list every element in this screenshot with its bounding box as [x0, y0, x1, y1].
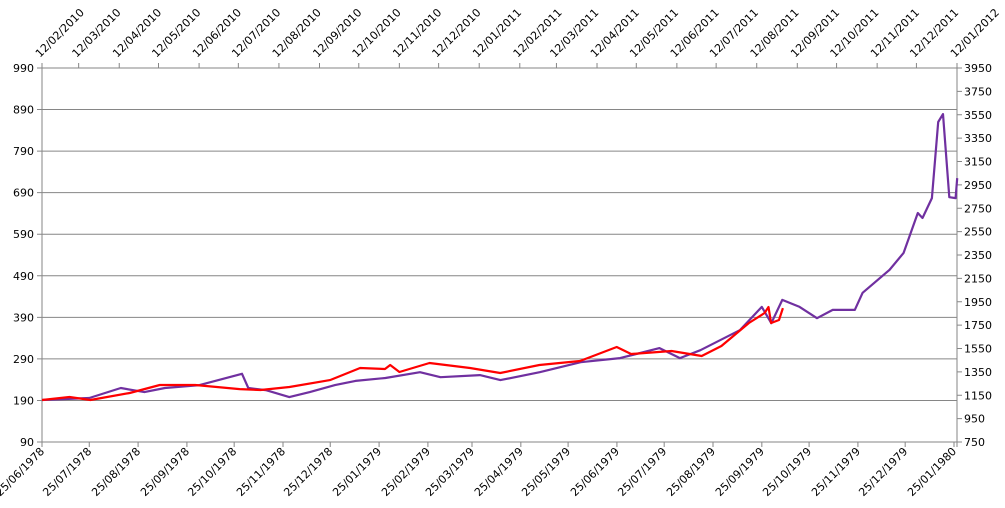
right-axis-tick-label: 950: [964, 413, 985, 426]
gridlines: [37, 67, 957, 443]
left-axis-tick-label: 890: [13, 104, 34, 117]
right-axis-tick-label: 2350: [964, 249, 992, 262]
left-axis-tick-label: 590: [13, 228, 34, 241]
right-axis-tick-label: 1750: [964, 319, 992, 332]
bottom-axis-tick-label: 25/08/1978: [89, 445, 143, 499]
right-axis-tick-label: 3750: [964, 85, 992, 98]
right-axis-tick-label: 3350: [964, 132, 992, 145]
right-axis-tick-label: 1150: [964, 389, 992, 402]
right-axis-tick-label: 3150: [964, 156, 992, 169]
right-axis-tick-label: 2550: [964, 226, 992, 239]
right-axis-tick-label: 1950: [964, 296, 992, 309]
bottom-axis-tick-label: 25/01/1980: [905, 445, 959, 499]
red-series-line: [41, 305, 784, 402]
right-axis-tick-label: 750: [964, 436, 985, 449]
left-axis-tick-label: 490: [13, 270, 34, 283]
purple-series-line: [41, 112, 959, 402]
right-axis-tick-label: 1350: [964, 366, 992, 379]
bottom-axis-tick-label: 25/08/1979: [664, 445, 718, 499]
bottom-axis-tick-label: 25/12/1979: [856, 445, 910, 499]
right-axis-tick-label: 3950: [964, 62, 992, 75]
bottom-axis-tick-label: 25/11/1978: [234, 445, 288, 499]
bottom-axis-tick-label: 25/07/1978: [40, 445, 94, 499]
bottom-axis-tick-label: 25/04/1979: [472, 445, 526, 499]
left-axis-tick-label: 90: [20, 436, 34, 449]
left-axis-tick-label: 990: [13, 62, 34, 75]
tick-labels: 90 190 290 390 490 590 690 790 890 990 750 950 1150 1…: [0, 6, 1002, 499]
bottom-axis-tick-label: 25/09/1979: [713, 445, 767, 499]
left-axis-tick-label: 390: [13, 311, 34, 324]
axes: [41, 63, 962, 447]
bottom-axis-tick-label: 25/06/1979: [568, 445, 622, 499]
left-axis-tick-label: 290: [13, 353, 34, 366]
right-axis-tick-label: 2150: [964, 272, 992, 285]
left-axis-tick-label: 190: [13, 394, 34, 407]
bottom-axis-tick-label: 25/11/1979: [809, 445, 863, 499]
bottom-axis-tick-label: 25/10/1979: [760, 445, 814, 499]
left-axis-tick-label: 790: [13, 145, 34, 158]
right-axis-tick-label: 2750: [964, 202, 992, 215]
series-lines: [41, 112, 959, 402]
right-axis-tick-label: 3550: [964, 109, 992, 122]
bottom-axis-tick-label: 25/10/1978: [185, 445, 239, 499]
bottom-axis-tick-label: 25/12/1978: [281, 445, 335, 499]
right-axis-tick-label: 2950: [964, 179, 992, 192]
bottom-axis-tick-label: 25/09/1978: [138, 445, 192, 499]
right-axis-tick-label: 1550: [964, 343, 992, 356]
bottom-axis-tick-label: 25/07/1979: [615, 445, 669, 499]
bottom-axis-tick-label: 25/05/1979: [519, 445, 573, 499]
bottom-axis-tick-label: 25/01/1979: [330, 445, 384, 499]
left-axis-tick-label: 690: [13, 187, 34, 200]
